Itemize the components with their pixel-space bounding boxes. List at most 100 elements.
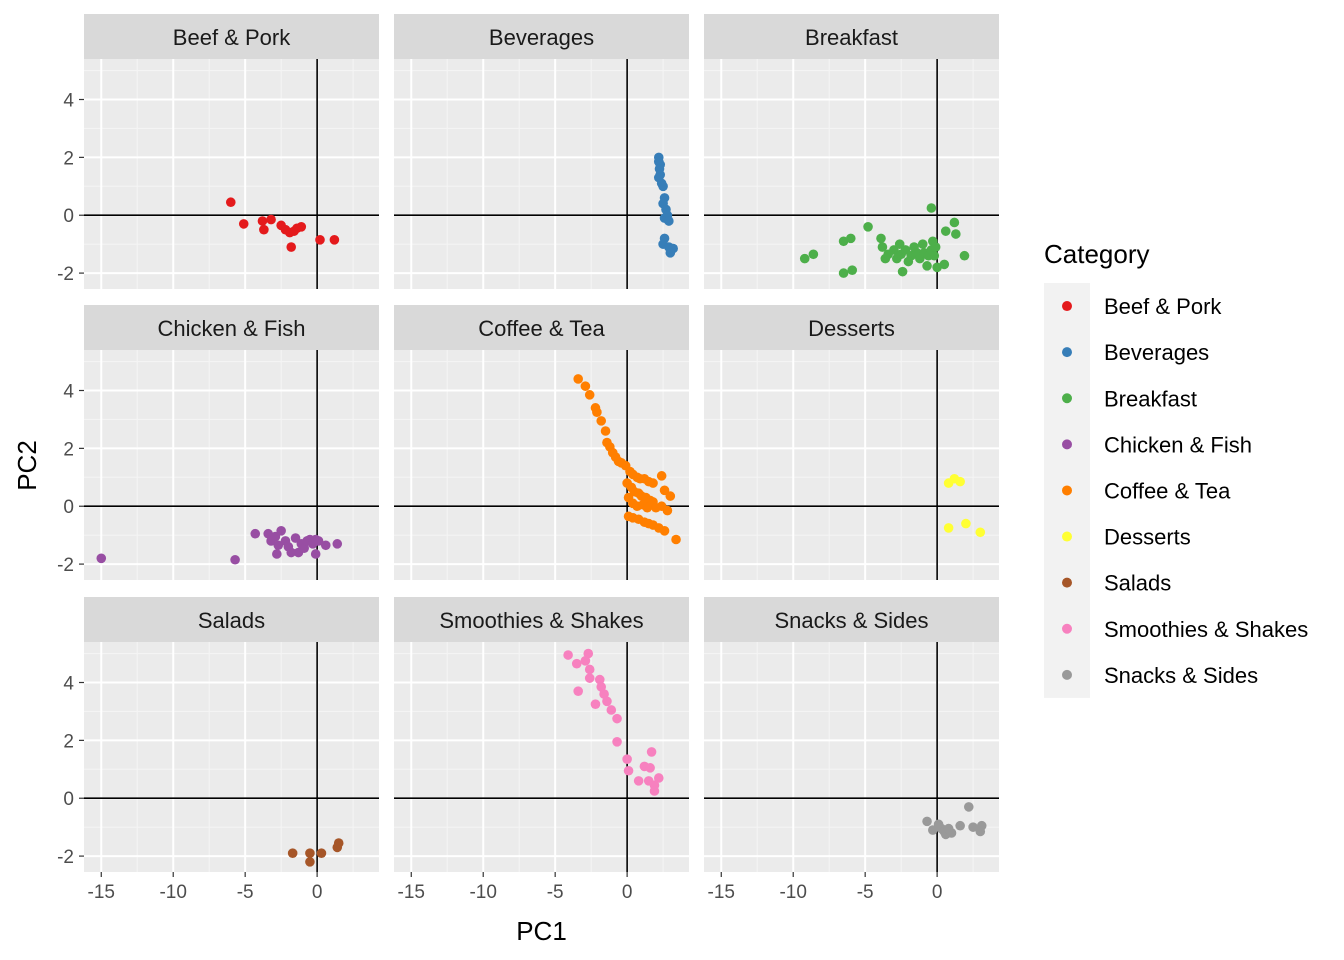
y-tick-label: 4 xyxy=(63,382,74,403)
data-point xyxy=(276,526,286,536)
facet-strip-label: Coffee & Tea xyxy=(478,316,605,341)
data-point xyxy=(580,381,591,391)
facet-panel: Salads -2 0 2 4 -15 -10 -5 0 xyxy=(57,597,379,903)
data-point xyxy=(259,224,269,235)
data-point xyxy=(645,763,655,773)
data-point xyxy=(939,259,950,270)
legend-key-point xyxy=(1062,623,1072,634)
data-point xyxy=(287,848,298,858)
facet-panel: Chicken & Fish -2 0 2 4 xyxy=(57,305,379,580)
data-point xyxy=(596,416,607,426)
data-point xyxy=(940,226,951,236)
data-point xyxy=(664,216,674,226)
data-point xyxy=(671,534,681,545)
facet-strip xyxy=(704,597,999,642)
data-point xyxy=(917,239,928,249)
legend-key-point xyxy=(1062,669,1072,680)
legend-label: Beef & Pork xyxy=(1104,294,1222,319)
data-point xyxy=(648,478,658,488)
y-tick-label: -2 xyxy=(57,847,74,868)
legend-key-point xyxy=(1062,531,1072,542)
legend-label: Smoothies & Shakes xyxy=(1104,617,1308,642)
facet-panel: Breakfast xyxy=(704,14,999,289)
data-point xyxy=(333,838,344,848)
data-point xyxy=(963,802,974,812)
data-point xyxy=(320,540,331,551)
data-point xyxy=(959,250,970,261)
facet-strip xyxy=(394,305,689,350)
x-tick-label: -5 xyxy=(857,882,874,903)
data-point xyxy=(573,686,583,696)
y-tick-label: 2 xyxy=(63,731,74,752)
panel-background xyxy=(704,642,999,872)
x-tick-label: -10 xyxy=(469,882,496,903)
data-point xyxy=(930,242,941,252)
data-point xyxy=(845,233,856,244)
data-point xyxy=(316,848,327,858)
panel-background xyxy=(394,59,689,289)
data-point xyxy=(808,249,819,260)
panel-background xyxy=(84,642,379,872)
facet-strip-label: Desserts xyxy=(808,316,895,341)
legend-key-point xyxy=(1062,439,1072,450)
data-point xyxy=(656,471,667,481)
data-point xyxy=(272,549,282,559)
data-point xyxy=(623,765,634,776)
y-tick-label: 4 xyxy=(63,674,74,695)
y-tick-label: -2 xyxy=(57,264,74,285)
data-point xyxy=(961,518,971,529)
x-axis-title: PC1 xyxy=(516,916,567,946)
data-point xyxy=(633,776,644,786)
data-point xyxy=(946,828,957,838)
data-point xyxy=(600,426,611,436)
data-point xyxy=(968,822,978,832)
legend-label: Desserts xyxy=(1104,525,1191,550)
data-point xyxy=(250,528,261,539)
data-point xyxy=(286,242,297,252)
data-point xyxy=(659,526,670,536)
data-point xyxy=(612,713,622,724)
facet-panel: Snacks & Sides -15 -10 -5 0 xyxy=(704,597,999,903)
legend-label: Salads xyxy=(1104,571,1171,596)
data-point xyxy=(573,374,583,384)
x-tick-label: -5 xyxy=(237,882,254,903)
legend-items: Beef & Pork Beverages Breakfast Chicken & F… xyxy=(1062,294,1308,688)
legend-label: Coffee & Tea xyxy=(1104,478,1231,503)
data-point xyxy=(563,650,573,660)
data-point xyxy=(877,242,888,252)
facet-strip-label: Snacks & Sides xyxy=(774,608,928,633)
panel-background xyxy=(394,642,689,872)
data-point xyxy=(263,528,273,539)
facet-strip-label: Beef & Pork xyxy=(173,25,291,50)
data-point xyxy=(976,820,987,831)
data-point xyxy=(653,773,664,783)
facet-panels: Beef & Pork -2 0 2 4 Beverages Breakfast Chicke… xyxy=(57,14,999,903)
legend-key-point xyxy=(1062,347,1072,358)
y-tick-label: 2 xyxy=(63,439,74,460)
data-point xyxy=(955,476,965,487)
legend-key-point xyxy=(1062,393,1072,404)
y-axis-title: PC2 xyxy=(12,440,42,491)
data-point xyxy=(975,527,986,538)
data-point xyxy=(296,221,307,232)
data-point xyxy=(649,786,660,796)
y-tick-label: 2 xyxy=(63,148,74,169)
panel-background xyxy=(704,350,999,580)
data-point xyxy=(266,214,276,225)
x-tick-label: -15 xyxy=(708,882,735,903)
data-point xyxy=(230,554,240,565)
data-point xyxy=(646,747,657,757)
facet-strip xyxy=(394,597,689,642)
data-point xyxy=(305,848,315,858)
data-point xyxy=(665,248,676,258)
data-point xyxy=(838,268,849,278)
facet-strip xyxy=(394,14,689,59)
legend-label: Beverages xyxy=(1104,340,1209,365)
data-point xyxy=(594,674,605,685)
legend-label: Breakfast xyxy=(1104,386,1197,411)
x-tick-label: -5 xyxy=(547,882,564,903)
data-point xyxy=(96,553,107,564)
facet-strip xyxy=(84,14,379,59)
data-point xyxy=(847,265,858,275)
